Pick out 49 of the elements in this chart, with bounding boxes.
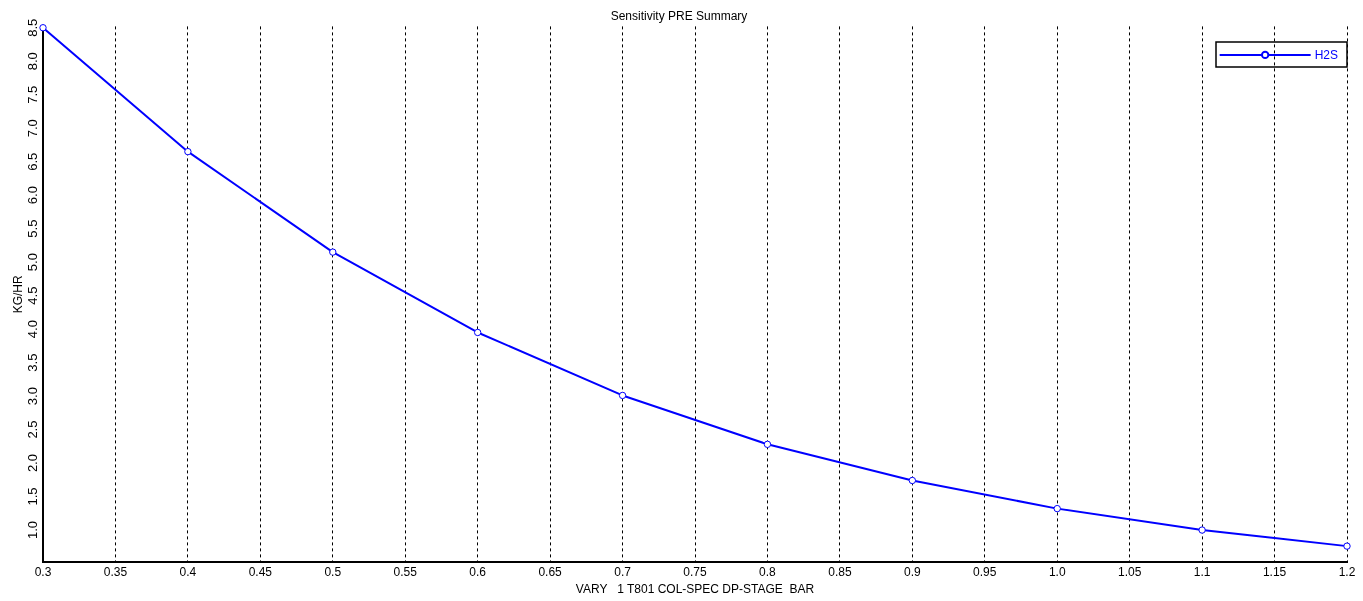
x-axis-title: VARY 1 T801 COL-SPEC DP-STAGE BAR	[575, 582, 815, 597]
y-tick-label: 8.0	[24, 52, 40, 71]
point	[329, 248, 337, 256]
x-tick-label: 0.95	[973, 564, 997, 579]
x-tick-label: 1.05	[1117, 564, 1142, 579]
x-tick-label: 0.45	[248, 564, 273, 579]
x-tick-label: 0.65	[538, 564, 563, 579]
x-tick-label: 0.3	[34, 564, 52, 579]
x-tick-label: 0.8	[759, 564, 777, 579]
y-tick-label: 8.5	[24, 18, 40, 37]
point	[908, 476, 917, 485]
point	[1198, 526, 1206, 534]
y-tick-label: 4.0	[24, 320, 40, 339]
text: H2S	[1314, 48, 1338, 63]
x-tick-label: 0.35	[103, 564, 128, 579]
x-tick-label: 0.6	[469, 564, 487, 579]
x-tick-label: 1.0	[1048, 564, 1066, 579]
x-tick-label: 1.15	[1262, 564, 1287, 579]
x-tick-label: 0.55	[393, 564, 418, 579]
x-tick-label: 0.5	[324, 564, 342, 579]
x-tick-label: 0.7	[614, 564, 632, 579]
y-tick-label: 6.5	[24, 152, 40, 171]
point	[184, 147, 192, 156]
x-tick-label: 0.4	[179, 564, 197, 579]
point	[473, 328, 482, 337]
point	[763, 440, 772, 449]
x-tick-label: 1.2	[1338, 564, 1356, 579]
chart-title: Sensitivity PRE Summary	[610, 8, 748, 23]
y-tick-label: 4.5	[24, 286, 40, 305]
point	[1343, 542, 1351, 550]
y-axis-title: KG/HR	[10, 274, 25, 314]
y-tick-label: 3.0	[24, 387, 40, 406]
x-tick-label: 1.1	[1193, 564, 1211, 579]
x-tick-label: 0.75	[683, 564, 707, 579]
x-tick-label: 0.9	[903, 564, 921, 579]
y-tick-label: 2.5	[24, 420, 40, 439]
y-tick-label: 1.5	[24, 487, 40, 506]
y-tick-label: 6.0	[24, 186, 40, 205]
y-tick-label: 7.5	[24, 85, 40, 104]
y-tick-label: 3.5	[24, 353, 40, 372]
y-tick-label: 2.0	[24, 454, 40, 473]
x-tick-label: 0.85	[828, 564, 852, 579]
y-tick-label: 7.0	[24, 119, 40, 138]
y-tick-label: 5.5	[24, 219, 40, 238]
y-tick-label: 5.0	[24, 253, 40, 272]
point	[618, 391, 627, 400]
point	[1053, 504, 1061, 513]
y-tick-label: 1.0	[24, 521, 40, 540]
point	[39, 24, 47, 32]
